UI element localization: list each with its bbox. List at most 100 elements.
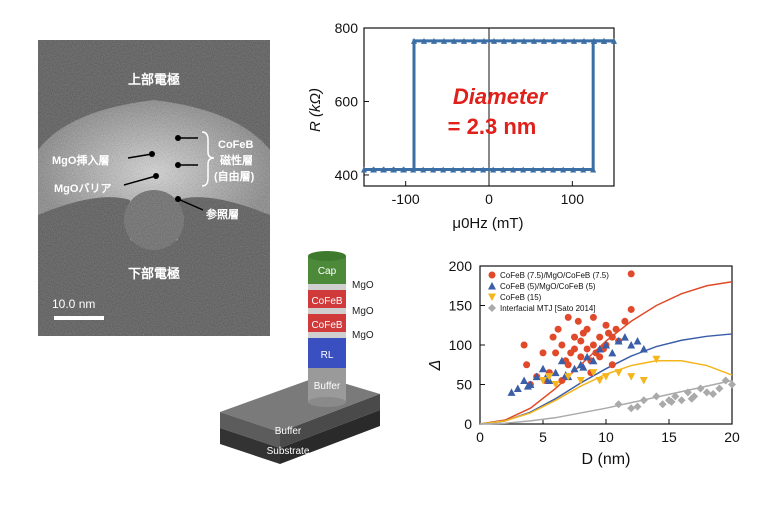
plot-point: [571, 333, 578, 341]
tem-scale-label: 10.0 nm: [52, 297, 95, 311]
plot-point: [671, 392, 680, 401]
hyst-point: [411, 37, 417, 44]
hyst-ylabel: R (kΩ): [307, 88, 324, 132]
plot-point: [614, 369, 623, 377]
hyst-point: [581, 37, 587, 44]
hyst-point: [601, 37, 607, 44]
hyst-point: [481, 37, 487, 44]
pillar: [308, 251, 346, 407]
delta-vs-diameter-chart: 0 50 100 150 200 0 5 10 15 20 Δ D (nm) CoFeB (7.5)/M…: [410, 254, 750, 476]
plot-point: [596, 333, 604, 341]
hyst-xtick-label: 0: [485, 191, 493, 207]
plot-point: [520, 341, 528, 349]
layer-buffer: Buffer: [314, 381, 341, 392]
plot-ytick-label: 150: [449, 298, 473, 314]
tem-image-panel: 上部電極 下部電極 MgO挿入層 MgOバリア CoFeB 磁性層 (自由層) …: [38, 40, 270, 336]
hyst-point: [500, 166, 507, 173]
tem-free-layer-label: (自由層): [214, 169, 255, 183]
hyst-point: [421, 37, 427, 44]
plot-point: [683, 388, 692, 397]
hyst-point: [380, 166, 387, 173]
plot-point: [564, 313, 572, 321]
hyst-point: [441, 37, 447, 44]
plot-point: [696, 384, 705, 393]
plot-point: [579, 363, 588, 371]
plot-point: [627, 341, 636, 349]
plot-point: [532, 372, 541, 381]
delta-vs-diameter-svg: 0 50 100 150 200 0 5 10 15 20 Δ D (nm) CoFeB (7.5)/M…: [427, 258, 740, 468]
plot-point: [728, 380, 736, 389]
plot-point: [721, 376, 730, 385]
plot-point: [577, 337, 585, 345]
plot-point: [564, 361, 572, 369]
plot-legend-label: CoFeB (7.5)/MgO/CoFeB (7.5): [500, 271, 609, 280]
tem-mgo-barrier-label: MgOバリア: [54, 182, 111, 195]
hysteresis-svg: 400 600 800 -100 0 100 R (kΩ) μ0Hz (mT) Diame…: [307, 20, 617, 232]
plot-legend-label: Interfacial MTJ [Sato 2014]: [500, 304, 596, 313]
hyst-point: [551, 37, 557, 44]
tem-scale-bar: [54, 316, 104, 320]
plot-xtick-label: 10: [598, 429, 614, 445]
hyst-point: [561, 37, 567, 44]
plot-point: [608, 348, 617, 357]
hyst-point: [541, 37, 547, 44]
plot-point: [627, 305, 635, 313]
plot-point: [583, 345, 591, 353]
hyst-point: [501, 37, 507, 44]
tem-bottom-electrode: 下部電極: [128, 266, 180, 281]
plot-point: [608, 361, 616, 369]
base-buffer-label: Buffer: [275, 426, 302, 437]
plot-point: [627, 270, 635, 278]
hyst-point: [390, 166, 397, 173]
plot-point: [488, 304, 496, 312]
hyst-point: [450, 166, 457, 173]
plot-point: [571, 345, 578, 353]
hyst-point: [451, 37, 457, 44]
plot-point: [488, 293, 496, 301]
plot-ytick-label: 0: [464, 416, 472, 432]
hyst-point: [510, 166, 517, 173]
plot-point: [539, 349, 547, 357]
hyst-point: [611, 37, 617, 44]
hyst-ytick-label: 600: [335, 93, 359, 109]
layer-cofeb-2: CoFeB: [311, 320, 342, 331]
mgo-label-1: MgO: [352, 280, 374, 291]
mgo-label-3: MgO: [352, 330, 374, 341]
mgo-label-2: MgO: [352, 306, 374, 317]
plot-fit-line-4: [479, 379, 733, 425]
mtj-stack-diagram: Buffer Substrate Cap CoFeB CoFeB RL Buff…: [200, 238, 400, 470]
hyst-point: [410, 166, 417, 173]
hyst-point: [521, 37, 527, 44]
hysteresis-chart: 400 600 800 -100 0 100 R (kΩ) μ0Hz (mT) Diame…: [300, 14, 620, 236]
plot-point: [595, 344, 604, 353]
hyst-point: [431, 37, 437, 44]
layer-cofeb-1: CoFeB: [311, 296, 342, 307]
layer-cap: Cap: [318, 266, 337, 277]
plot-point: [513, 384, 522, 392]
plot-point: [545, 373, 554, 381]
hyst-point: [490, 166, 497, 173]
plot-point: [709, 389, 718, 398]
plot-point: [507, 388, 516, 396]
hyst-annotation-2: = 2.3 nm: [448, 114, 537, 139]
layer-rl: RL: [321, 350, 334, 361]
plot-point: [589, 313, 597, 321]
mtj-stack-svg: Buffer Substrate Cap CoFeB CoFeB RL Buff…: [220, 251, 380, 464]
plot-point: [652, 392, 661, 401]
hyst-point: [531, 37, 537, 44]
plot-legend-label: CoFeB (15): [500, 293, 542, 302]
plot-point: [596, 353, 604, 361]
plot-point: [570, 364, 579, 373]
plot-point: [488, 282, 496, 290]
hyst-point: [370, 166, 377, 173]
plot-point: [589, 356, 598, 365]
plot-ytick-label: 100: [449, 337, 473, 353]
plot-xlabel: D (nm): [582, 451, 631, 468]
plot-point: [602, 321, 610, 329]
plot-point: [589, 369, 598, 377]
plot-point: [715, 384, 724, 393]
plot-point: [523, 361, 531, 369]
plot-point: [667, 397, 676, 406]
plot-point: [639, 396, 648, 405]
plot-point: [658, 400, 667, 409]
